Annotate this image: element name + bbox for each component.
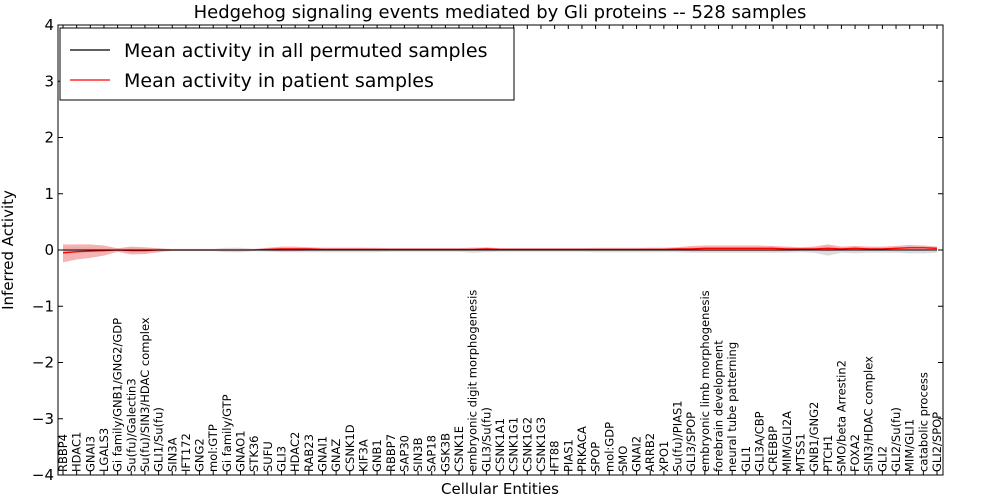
category-label: embryonic limb morphogenesis [698,290,712,472]
category-label: GNB1 [370,439,384,472]
y-tick-label: 4 [44,16,54,34]
category-label: GLI3 [275,446,289,472]
category-label: Su(fu)/PIAS1 [671,400,685,472]
category-label: SMO/beta Arrestin2 [834,360,848,472]
category-label: GLI1 [739,446,753,472]
category-label: CSNK1G1 [507,417,521,472]
category-label: RAB23 [302,434,316,472]
category-label: SIN3B [411,437,425,472]
category-label: GSK3B [438,433,452,472]
category-label: SIN3A [165,437,179,472]
band-patient [63,244,937,263]
category-label: PTCH1 [821,435,835,472]
category-label: GLI2/SPOP [930,412,944,472]
y-tick-label: −3 [32,410,54,428]
y-tick-label: 0 [44,241,54,259]
y-tick-label: −2 [32,354,54,372]
category-label: MIM/GLI2A [780,411,794,472]
category-label: PRKACA [575,426,589,472]
category-label: KIF3A [356,439,370,472]
category-label: ARRB2 [643,433,657,472]
category-label: CREBBP [766,426,780,472]
category-label: SMO [616,446,630,472]
category-label: Gi family/GNB1/GNG2/GDP [111,318,125,472]
legend: Mean activity in all permuted samples Me… [59,27,515,101]
category-label: GLI3/SPOP [684,412,698,472]
category-label: STK36 [247,436,261,473]
y-tick-label: −4 [32,466,54,484]
confidence-bands [63,244,937,263]
category-label: GNB1/GNG2 [807,402,821,472]
category-label: neural tube patterning [725,342,739,472]
category-label: GNAZ [329,439,343,472]
y-axis-label: Inferred Activity [0,190,17,310]
category-label: SIN3/HDAC complex [862,356,876,472]
legend-label-patient: Mean activity in patient samples [124,70,434,92]
legend-box [59,27,515,101]
category-label: GNAI3 [83,436,97,472]
category-label: CSNK1G2 [520,417,534,472]
category-label: RBBP4 [56,434,70,472]
category-label: GNG2 [193,438,207,472]
category-label: IFT172 [179,433,193,472]
category-label: HDAC2 [288,432,302,472]
category-label: Su(fu)/Galectin3 [124,378,138,472]
category-label: FOXA2 [848,434,862,472]
category-label: HDAC1 [70,432,84,472]
legend-label-permuted: Mean activity in all permuted samples [124,40,487,62]
category-label: embryonic digit morphogenesis [466,290,480,472]
category-label: XPO1 [657,441,671,472]
plot-frame [57,24,944,476]
y-tick-label: 3 [44,72,54,90]
category-label: GLI1/Su(fu) [152,407,166,472]
category-label: SAP30 [397,435,411,472]
y-tick-label: 2 [44,129,54,147]
category-label: Gi family/GTP [220,394,234,472]
category-label: forebrain development [712,340,726,472]
category-label: GLI2/Su(fu) [889,407,903,472]
series-lines [58,247,943,254]
category-label: LGALS3 [97,428,111,472]
category-label: GLI3/Su(fu) [479,407,493,472]
category-label: IFT88 [548,441,562,472]
category-label: mol:GTP [206,424,220,472]
category-label: GNAO1 [234,430,248,472]
category-label: CSNK1G3 [534,417,548,472]
y-tick-label: −1 [32,297,54,315]
category-label: PIAS1 [561,439,575,472]
category-label: SUFU [261,441,275,472]
category-label: catabolic process [916,372,930,472]
category-label: MIM/GLI1 [903,419,917,472]
category-label: CSNK1D [343,424,357,472]
category-label: GLI2 [875,446,889,472]
category-label: GLI3A/CBP [752,411,766,472]
category-label: Su(fu)/SIN3/HDAC complex [138,317,152,472]
x-axis-category-labels: RBBP4 HDAC1 GNAI3 LGALS3 Gi family/GNB1/GNG2… [56,290,944,472]
category-label: SAP18 [425,435,439,472]
category-label: mol:GDP [602,422,616,472]
category-label: MTSS1 [793,433,807,472]
y-tick-label: 1 [44,185,54,203]
category-label: CSNK1A1 [493,418,507,472]
category-label: GNAI2 [630,436,644,472]
chart-title: Hedgehog signaling events mediated by Gl… [194,2,807,23]
category-label: GNAI1 [315,436,329,472]
y-axis-ticks: −4 −3 −2 −1 0 1 2 3 4 [32,16,943,484]
x-axis-label: Cellular Entities [441,480,559,498]
category-label: RBBP7 [384,434,398,472]
category-label: SPOP [589,442,603,472]
category-label: CSNK1E [452,426,466,472]
